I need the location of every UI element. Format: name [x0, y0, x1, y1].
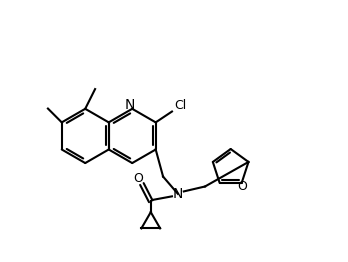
- Text: O: O: [238, 180, 248, 193]
- Text: N: N: [125, 98, 135, 112]
- Text: N: N: [173, 187, 183, 201]
- Text: O: O: [133, 172, 143, 185]
- Text: Cl: Cl: [174, 99, 187, 112]
